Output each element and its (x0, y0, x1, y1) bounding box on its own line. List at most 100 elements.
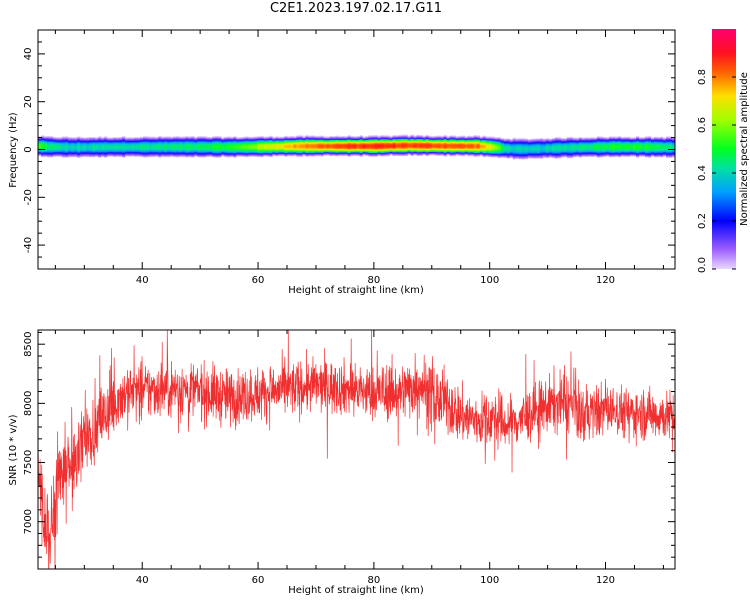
heatmap-cell (161, 142, 165, 144)
heatmap-cell (365, 148, 369, 150)
heatmap-cell (482, 147, 487, 149)
heatmap-cell (170, 147, 174, 149)
heatmap-cell (212, 152, 216, 154)
heatmap-cell (437, 136, 442, 138)
heatmap-cell (341, 135, 345, 137)
heatmap-cell (155, 151, 159, 153)
heatmap-cell (446, 154, 451, 156)
heatmap-cell (479, 155, 484, 157)
heatmap-cell (227, 142, 231, 144)
heatmap-cell (401, 152, 405, 154)
heatmap-cell (407, 137, 411, 139)
heatmap-cell (509, 155, 514, 157)
heatmap-cell (422, 136, 427, 138)
heatmap-cell (461, 148, 466, 150)
heatmap-cell (500, 142, 505, 144)
heatmap-cell (299, 142, 303, 144)
heatmap-cell (314, 143, 318, 145)
heatmap-cell (74, 149, 78, 151)
heatmap-cell (491, 148, 496, 150)
heatmap-cell (314, 153, 318, 155)
heatmap-cell (329, 148, 333, 150)
heatmap-cell (65, 147, 69, 149)
heatmap-cell (560, 146, 565, 148)
heatmap-cell (209, 137, 213, 139)
heatmap-cell (407, 135, 411, 137)
heatmap-cell (392, 142, 396, 144)
heatmap-cell (371, 142, 375, 144)
heatmap-cell (107, 139, 111, 141)
heatmap-cell (566, 152, 571, 154)
heatmap-cell (494, 145, 499, 147)
heatmap-cell (293, 142, 297, 144)
heatmap-cell (260, 141, 264, 143)
heatmap-cell (92, 147, 96, 149)
heatmap-cell (347, 146, 351, 148)
heatmap-cell (236, 142, 240, 144)
heatmap-cell (320, 144, 324, 146)
heatmap-cell (38, 136, 42, 138)
heatmap-cell (59, 154, 63, 156)
heatmap-cell (272, 139, 276, 140)
heatmap-cell (236, 140, 240, 142)
heatmap-cell (464, 150, 469, 152)
heatmap-cell (563, 151, 568, 153)
heatmap-cell (137, 146, 141, 148)
heatmap-cell (254, 148, 258, 150)
heatmap-cell (359, 154, 363, 156)
heatmap-cell (110, 152, 114, 154)
heatmap-cell (497, 155, 502, 157)
heatmap-cell (176, 141, 180, 143)
heatmap-cell (125, 142, 129, 144)
heatmap-cell (554, 141, 559, 143)
heatmap-cell (344, 137, 348, 139)
heatmap-cell (302, 143, 306, 145)
heatmap-cell (473, 148, 478, 150)
heatmap-cell (488, 137, 493, 139)
heatmap-cell (449, 150, 454, 152)
heatmap-cell (491, 156, 496, 158)
heatmap-cell (290, 155, 294, 157)
heatmap-cell (80, 137, 84, 139)
heatmap-cell (203, 155, 207, 157)
heatmap-cell (59, 137, 63, 139)
heatmap-cell (149, 156, 153, 158)
heatmap-cell (212, 141, 216, 143)
heatmap-cell (473, 135, 478, 137)
heatmap-cell (425, 145, 430, 147)
heatmap-cell (215, 136, 219, 138)
heatmap-cell (296, 149, 300, 151)
heatmap-cell (215, 137, 219, 139)
heatmap-cell (236, 150, 240, 152)
heatmap-cell (458, 148, 463, 150)
heatmap-cell (131, 151, 135, 153)
heatmap-cell (434, 153, 439, 155)
heatmap-cell (281, 146, 285, 148)
heatmap-cell (224, 144, 228, 146)
heatmap-cell (140, 140, 144, 142)
heatmap-cell (422, 142, 427, 144)
heatmap-cell (302, 142, 306, 144)
heatmap-cell (308, 144, 312, 146)
heatmap-cell (395, 140, 399, 142)
heatmap-cell (137, 152, 141, 154)
heatmap-cell (83, 150, 87, 152)
heatmap-cell (272, 144, 276, 146)
heatmap-cell (116, 142, 120, 144)
heatmap-cell (176, 155, 180, 157)
heatmap-cell (44, 153, 48, 155)
heatmap-cell (44, 155, 48, 157)
heatmap-cell (44, 136, 48, 138)
heatmap-cell (377, 141, 381, 143)
heatmap-cell (275, 146, 279, 149)
heatmap-cell (104, 150, 108, 152)
heatmap-cell (329, 147, 333, 149)
heatmap-cell (458, 155, 463, 157)
heatmap-cell (263, 140, 267, 142)
heatmap-cell (101, 142, 105, 144)
heatmap-cell (356, 136, 360, 138)
heatmap-cell (509, 154, 514, 156)
heatmap-cell (56, 153, 60, 155)
heatmap-cell (182, 141, 186, 143)
